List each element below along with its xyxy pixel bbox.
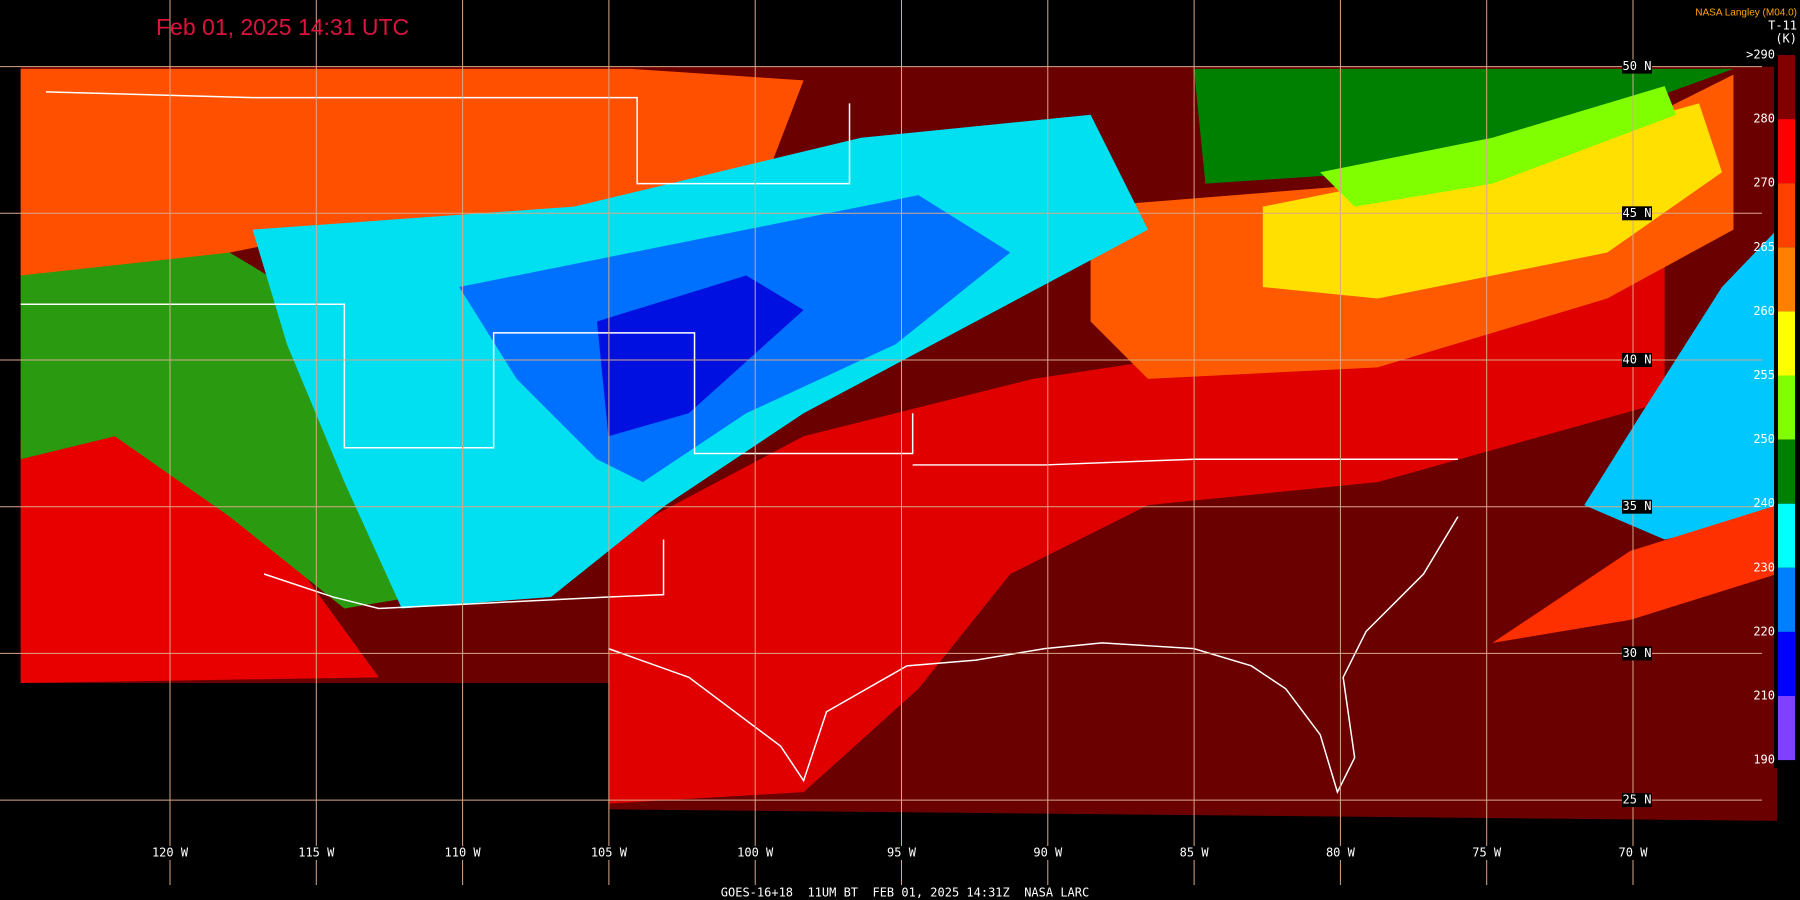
latitude-label: 40 N: [1623, 353, 1652, 367]
longitude-label: 75 W: [1472, 846, 1502, 860]
cloud-area: [1262, 103, 1722, 299]
colorbar-label: 270: [1753, 176, 1775, 190]
cloud-area: [1193, 68, 1734, 184]
longitude-label: 85 W: [1180, 846, 1210, 860]
colorbar-label: 210: [1753, 689, 1775, 703]
border-line: [263, 539, 665, 610]
colorbar-segment: [1778, 55, 1795, 120]
colorbar-segment: [1778, 119, 1795, 184]
border-line: [20, 303, 914, 455]
label-bg: [881, 846, 922, 860]
border-line: [912, 458, 1458, 466]
colorbar-segment: [1778, 503, 1795, 568]
label-bg: [150, 846, 190, 860]
label-bg: [1320, 846, 1361, 860]
label-bg: [1622, 646, 1652, 661]
colorbar-label: 230: [1753, 560, 1775, 574]
longitude-label: 105 W: [591, 846, 628, 860]
colorbar-label: 280: [1753, 112, 1775, 126]
latitude-label: 30 N: [1623, 646, 1652, 660]
warm-area: [20, 413, 379, 684]
border-line: [45, 91, 851, 185]
latitude-label: 25 N: [1623, 793, 1652, 807]
colorbar: >290 280 270 265 260 255 250 240 230 220 210 190: [1746, 48, 1800, 768]
longitude-label: 95 W: [887, 846, 917, 860]
colorbar-segment: [1778, 567, 1795, 632]
colorbar-label: >290: [1746, 48, 1775, 62]
labels: 50 N 45 N 40 N 35 N 30 N 25 N 120 W 115 W 110 W 1…: [150, 59, 1653, 860]
longitude-label: 110 W: [445, 846, 482, 860]
colorbar-label: 265: [1753, 240, 1775, 254]
colorbar-segment: [1778, 183, 1795, 248]
label-bg: [1622, 59, 1652, 74]
longitude-label: 120 W: [152, 846, 189, 860]
cloud-area: [596, 275, 804, 437]
label-bg: [1027, 846, 1068, 860]
footer: GOES-16+18 11UM BT FEB 01, 2025 14:31Z N…: [721, 886, 1089, 900]
label-bg: [1622, 499, 1652, 514]
label-bg: [442, 846, 483, 860]
cloud-area: [1320, 86, 1677, 207]
colorbar-segment: [1778, 311, 1795, 376]
label-bg: [1466, 846, 1507, 860]
colorbar-segment: [1778, 631, 1795, 696]
cloud-area: [1584, 229, 1778, 540]
latitude-label: 45 N: [1623, 206, 1652, 220]
unit: (K): [1775, 32, 1797, 46]
latitude-label: 35 N: [1623, 499, 1652, 513]
latitude-label: 50 N: [1623, 59, 1652, 73]
colorbar-label: 250: [1753, 432, 1775, 446]
title: Feb 01, 2025 14:31 UTC: [156, 14, 409, 40]
colorbar-label: 220: [1753, 624, 1775, 638]
product: T-11: [1768, 19, 1797, 33]
longitude-label: 100 W: [737, 846, 774, 860]
imagery: [20, 66, 1778, 821]
colorbar-label: 255: [1753, 368, 1775, 382]
source: NASA Langley (M04.0): [1695, 8, 1797, 19]
longitude-label: 90 W: [1033, 846, 1063, 860]
label-bg: [296, 846, 337, 860]
label-bg: [1622, 793, 1652, 808]
warm-area: [608, 264, 1665, 804]
label-bg: [735, 846, 776, 860]
label-bg: [1613, 846, 1653, 860]
colorbar-label: 260: [1753, 304, 1775, 318]
label-bg: [588, 846, 629, 860]
colorbar-label: 190: [1753, 753, 1775, 767]
colorbar-segment: [1778, 375, 1795, 440]
cloud-area: [1492, 505, 1778, 643]
graticule: [0, 0, 1762, 885]
colorbar-segment: [1778, 439, 1795, 504]
label-bg: [1174, 846, 1215, 860]
colorbar-segment: [1778, 696, 1795, 761]
longitude-label: 70 W: [1619, 846, 1649, 860]
longitude-label: 115 W: [298, 846, 335, 860]
longitude-label: 80 W: [1326, 846, 1356, 860]
colorbar-segment: [1778, 247, 1795, 312]
label-bg: [1622, 206, 1652, 221]
colorbar-label: 240: [1753, 496, 1775, 510]
label-bg: [1622, 353, 1652, 367]
